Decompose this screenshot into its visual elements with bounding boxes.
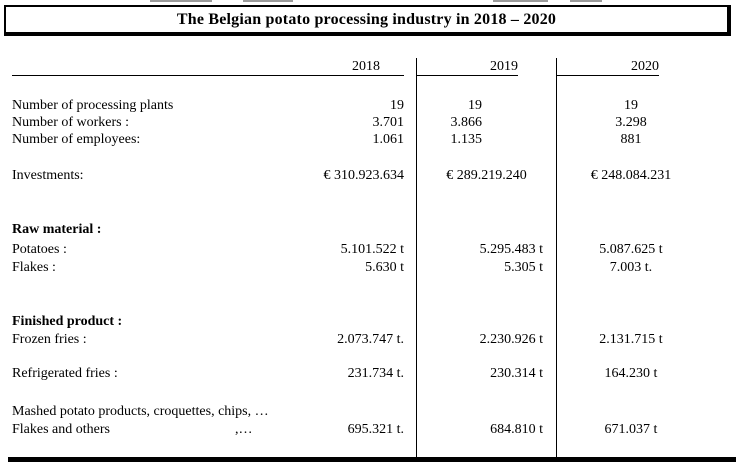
section-heading-raw-material: Raw material : (0, 221, 741, 238)
table-row-plants: Number of processing plants 19 19 19 (0, 97, 741, 114)
year-header-2020: 2020 (557, 58, 659, 76)
value-2018: 5.630 t (365, 260, 404, 275)
value-2020: 3.298 (615, 115, 647, 130)
scan-artifact (243, 0, 293, 2)
value-2020: 19 (624, 98, 638, 113)
value-2019: € 289.219.240 (446, 168, 527, 183)
row-label: Number of employees: (12, 132, 141, 147)
value-2019: 2.230.926 t (479, 332, 543, 347)
value-2019: 230.314 t (490, 366, 543, 381)
table-row-refrigerated-fries: Refrigerated fries : 231.734 t. 230.314 … (0, 365, 741, 382)
value-2018: 3.701 (372, 115, 405, 130)
value-2018: 1.061 (372, 132, 405, 147)
scan-artifact (570, 0, 602, 2)
row-label: Potatoes : (12, 242, 67, 257)
value-2020: 2.131.715 t (599, 332, 663, 347)
title-box: The Belgian potato processing industry i… (4, 5, 731, 36)
table-row-flakes: Flakes : 5.630 t 5.305 t 7.003 t. (0, 259, 741, 276)
row-label: Mashed potato products, croquettes, chip… (12, 404, 269, 419)
value-2020: 671.037 t (604, 422, 658, 437)
row-label: Frozen fries : (12, 332, 87, 347)
table-row-potatoes: Potatoes : 5.101.522 t 5.295.483 t 5.087… (0, 241, 741, 258)
row-label: Refrigerated fries : (12, 366, 118, 381)
value-2018: 231.734 t. (347, 366, 404, 381)
row-label: Flakes and others (12, 422, 110, 437)
value-2019: 5.305 t (504, 260, 543, 275)
row-label: Flakes : (12, 260, 56, 275)
value-2018: € 310.923.634 (323, 168, 405, 183)
value-2019: 19 (468, 98, 482, 113)
section-label: Finished product : (12, 314, 123, 329)
value-2018: 2.073.747 t. (337, 332, 404, 347)
dot-filler: ,… (235, 422, 253, 437)
value-2019: 1.135 (450, 132, 483, 147)
scan-artifact (493, 0, 548, 2)
column-divider-2 (556, 58, 557, 458)
table-row-workers: Number of workers : 3.701 3.866 3.298 (0, 114, 741, 131)
page-title: The Belgian potato processing industry i… (176, 10, 557, 28)
table-bottom-rule (8, 457, 736, 462)
value-2020: 5.087.625 t (599, 242, 663, 257)
value-2019: 684.810 t (490, 422, 543, 437)
table-row-investments: Investments: € 310.923.634 € 289.219.240… (0, 167, 741, 184)
year-header-2019: 2019 (417, 58, 518, 76)
table-row-flakes-and-others: Flakes and others ,… 695.321 t. 684.810 … (0, 421, 741, 438)
value-2020: 881 (620, 132, 642, 147)
scan-artifact (150, 0, 212, 2)
section-label: Raw material : (12, 222, 102, 237)
table-row-frozen-fries: Frozen fries : 2.073.747 t. 2.230.926 t … (0, 331, 741, 348)
value-2020: 7.003 t. (609, 260, 653, 275)
table-row-mashed-products: Mashed potato products, croquettes, chip… (0, 403, 741, 420)
row-label: Investments: (12, 168, 84, 183)
year-header-2018: 2018 (12, 58, 404, 76)
value-2020: 164.230 t (604, 366, 658, 381)
column-divider-1 (416, 58, 417, 458)
value-2020: € 248.084.231 (590, 168, 672, 183)
value-2018: 695.321 t. (347, 422, 404, 437)
value-2019: 5.295.483 t (479, 242, 543, 257)
row-label: Number of workers : (12, 115, 130, 130)
table-row-employees: Number of employees: 1.061 1.135 881 (0, 131, 741, 148)
section-heading-finished-product: Finished product : (0, 313, 741, 330)
value-2018: 19 (390, 98, 404, 113)
row-label: Number of processing plants (12, 98, 174, 113)
value-2018: 5.101.522 t (340, 242, 404, 257)
value-2019: 3.866 (450, 115, 483, 130)
